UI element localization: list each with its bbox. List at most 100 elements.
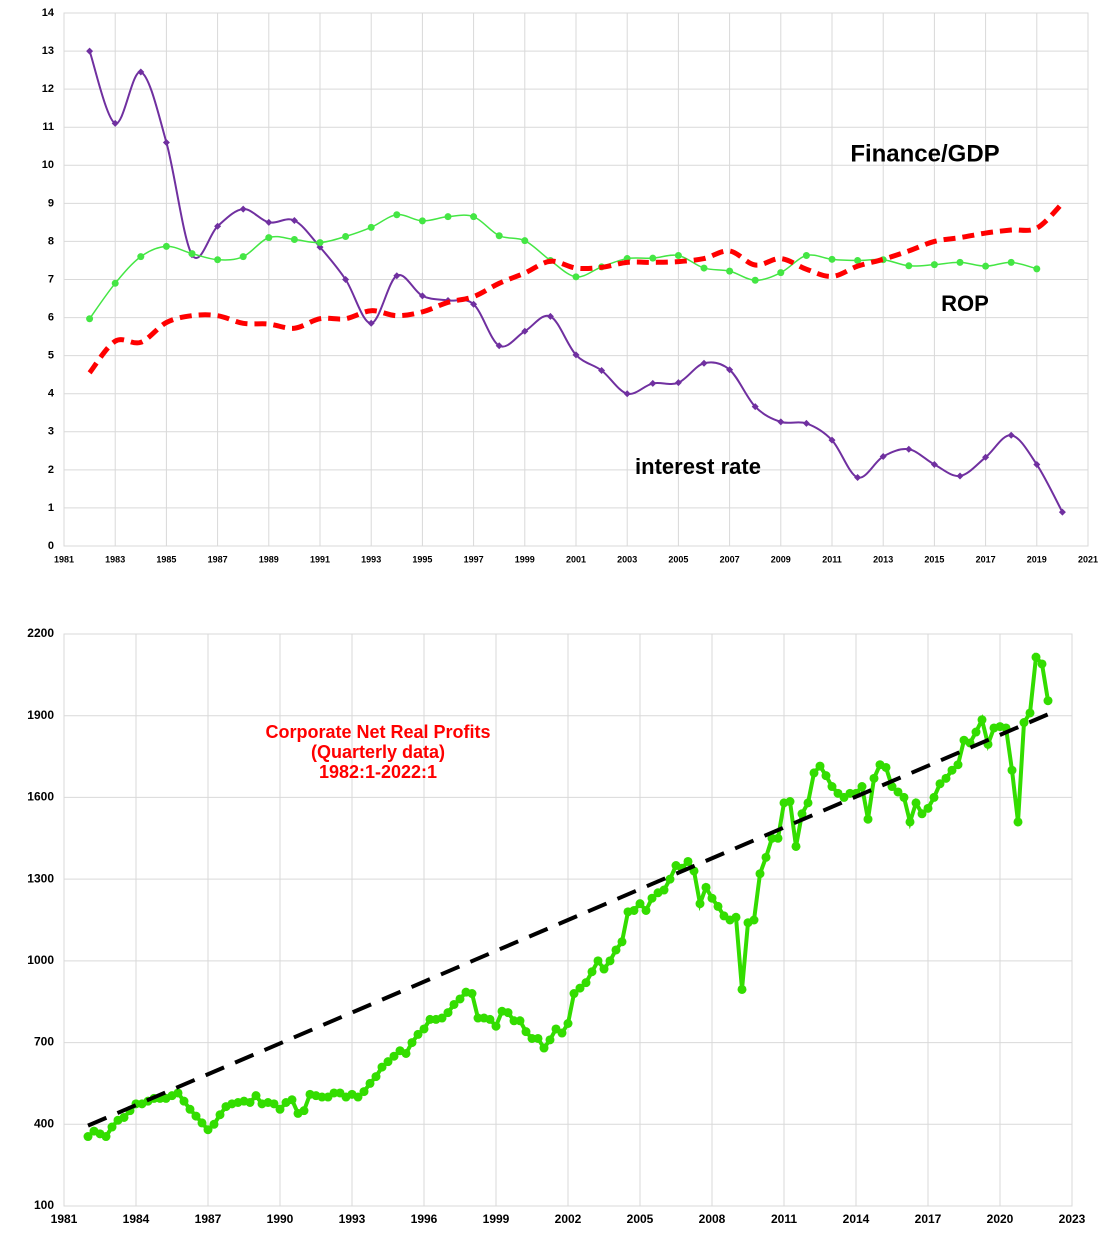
point <box>353 1092 363 1102</box>
point <box>791 841 801 851</box>
y-tick-label: 10 <box>42 159 54 171</box>
x-tick-label: 1984 <box>123 1212 150 1226</box>
point <box>911 798 921 808</box>
x-tick-label: 1987 <box>195 1212 222 1226</box>
point <box>641 905 651 915</box>
x-tick-label: 1999 <box>515 554 535 564</box>
point <box>977 715 987 725</box>
point <box>731 912 741 922</box>
point <box>393 211 401 219</box>
point <box>695 899 705 909</box>
point <box>1007 258 1015 266</box>
point <box>617 937 627 947</box>
point <box>521 237 529 245</box>
series-label: Finance/GDP <box>850 140 999 167</box>
point <box>188 250 196 258</box>
y-tick-label: 1300 <box>27 871 54 885</box>
point <box>383 1057 393 1067</box>
chart-title: (Quarterly data) <box>311 742 445 762</box>
point <box>299 1106 309 1116</box>
point <box>367 223 375 231</box>
x-tick-label: 2003 <box>617 554 637 564</box>
point <box>881 762 891 772</box>
point <box>503 1008 513 1018</box>
point <box>809 768 819 778</box>
y-tick-label: 6 <box>48 311 54 323</box>
y-tick-label: 0 <box>48 540 54 552</box>
x-tick-label: 1987 <box>208 554 228 564</box>
point <box>773 833 783 843</box>
point <box>777 418 785 426</box>
series-line <box>88 213 1037 320</box>
point <box>239 205 247 213</box>
point <box>359 1087 369 1097</box>
point <box>111 119 119 127</box>
point <box>649 379 657 387</box>
point <box>467 989 477 999</box>
x-tick-label: 1981 <box>51 1212 78 1226</box>
point <box>726 267 734 275</box>
x-tick-label: 1985 <box>156 554 176 564</box>
point <box>726 366 734 374</box>
series-label: interest rate <box>635 454 761 479</box>
point <box>545 1035 555 1045</box>
x-tick-label: 2001 <box>566 554 586 564</box>
point <box>869 773 879 783</box>
point <box>197 1118 207 1128</box>
y-tick-label: 11 <box>42 121 54 133</box>
x-tick-label: 2015 <box>924 554 944 564</box>
point <box>470 300 478 308</box>
point <box>854 256 862 264</box>
chart-title: Corporate Net Real Profits <box>265 722 490 742</box>
point <box>701 882 711 892</box>
point <box>797 809 807 819</box>
point <box>86 47 94 55</box>
point <box>265 234 273 242</box>
x-tick-label: 2005 <box>627 1212 654 1226</box>
point <box>665 874 675 884</box>
point <box>245 1097 255 1107</box>
point <box>828 255 836 263</box>
point <box>485 1014 495 1024</box>
point <box>605 956 615 966</box>
point <box>1031 652 1041 662</box>
y-tick-label: 1000 <box>27 953 54 967</box>
x-tick-label: 2021 <box>1078 554 1098 564</box>
point <box>371 1072 381 1082</box>
point <box>111 279 119 287</box>
x-tick-label: 1995 <box>412 554 432 564</box>
point <box>1033 265 1041 273</box>
series-label: ROP <box>941 291 989 316</box>
x-tick-label: 1993 <box>361 554 381 564</box>
point <box>413 1029 423 1039</box>
point <box>905 817 915 827</box>
x-tick-label: 2002 <box>555 1212 582 1226</box>
point <box>649 254 657 262</box>
point <box>290 216 298 224</box>
point <box>956 472 964 480</box>
x-tick-label: 2011 <box>822 554 842 564</box>
point <box>365 1078 375 1088</box>
point <box>455 994 465 1004</box>
y-tick-label: 3 <box>48 426 54 438</box>
x-tick-label: 2023 <box>1059 1212 1086 1226</box>
point <box>593 956 603 966</box>
point <box>713 901 723 911</box>
point <box>929 792 939 802</box>
y-tick-label: 14 <box>42 7 55 19</box>
point <box>947 765 957 775</box>
point <box>287 1095 297 1105</box>
point <box>495 342 503 350</box>
point <box>367 319 375 327</box>
point <box>419 1024 429 1034</box>
point <box>893 787 903 797</box>
point <box>674 379 682 387</box>
point <box>265 218 273 226</box>
point <box>777 269 785 277</box>
point <box>923 803 933 813</box>
point <box>956 258 964 266</box>
point <box>707 893 717 903</box>
point <box>137 68 145 76</box>
point <box>569 989 579 999</box>
y-tick-label: 2200 <box>27 626 54 640</box>
